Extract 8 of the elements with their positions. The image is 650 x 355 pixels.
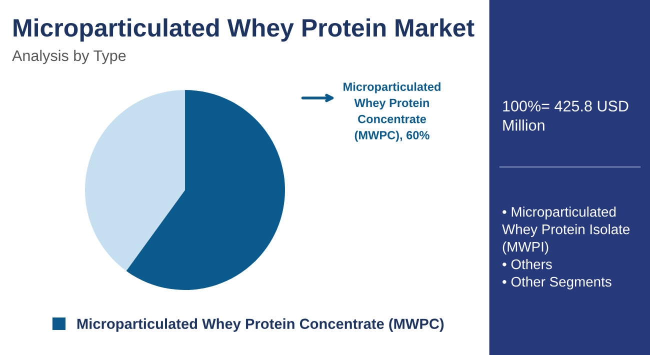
text: 100%= 425.8 USD Million [503,100,628,131]
text: • Microparticulated Whey Protein Isolate (MWPI) • Others • Other Segments [502,206,630,290]
pie-slice [85,90,185,271]
chart-subtitle: Analysis by Type [12,50,126,64]
chart-title: Microparticulated Whey Protein Market [14,18,474,42]
data-label: Microparticulated Whey Protein Concentrate (MWPC), 60% [344,82,440,142]
pie-slice [126,90,285,290]
legend-label: Microparticulated Whey Protein Concentrate (MWPC) [77,318,444,332]
